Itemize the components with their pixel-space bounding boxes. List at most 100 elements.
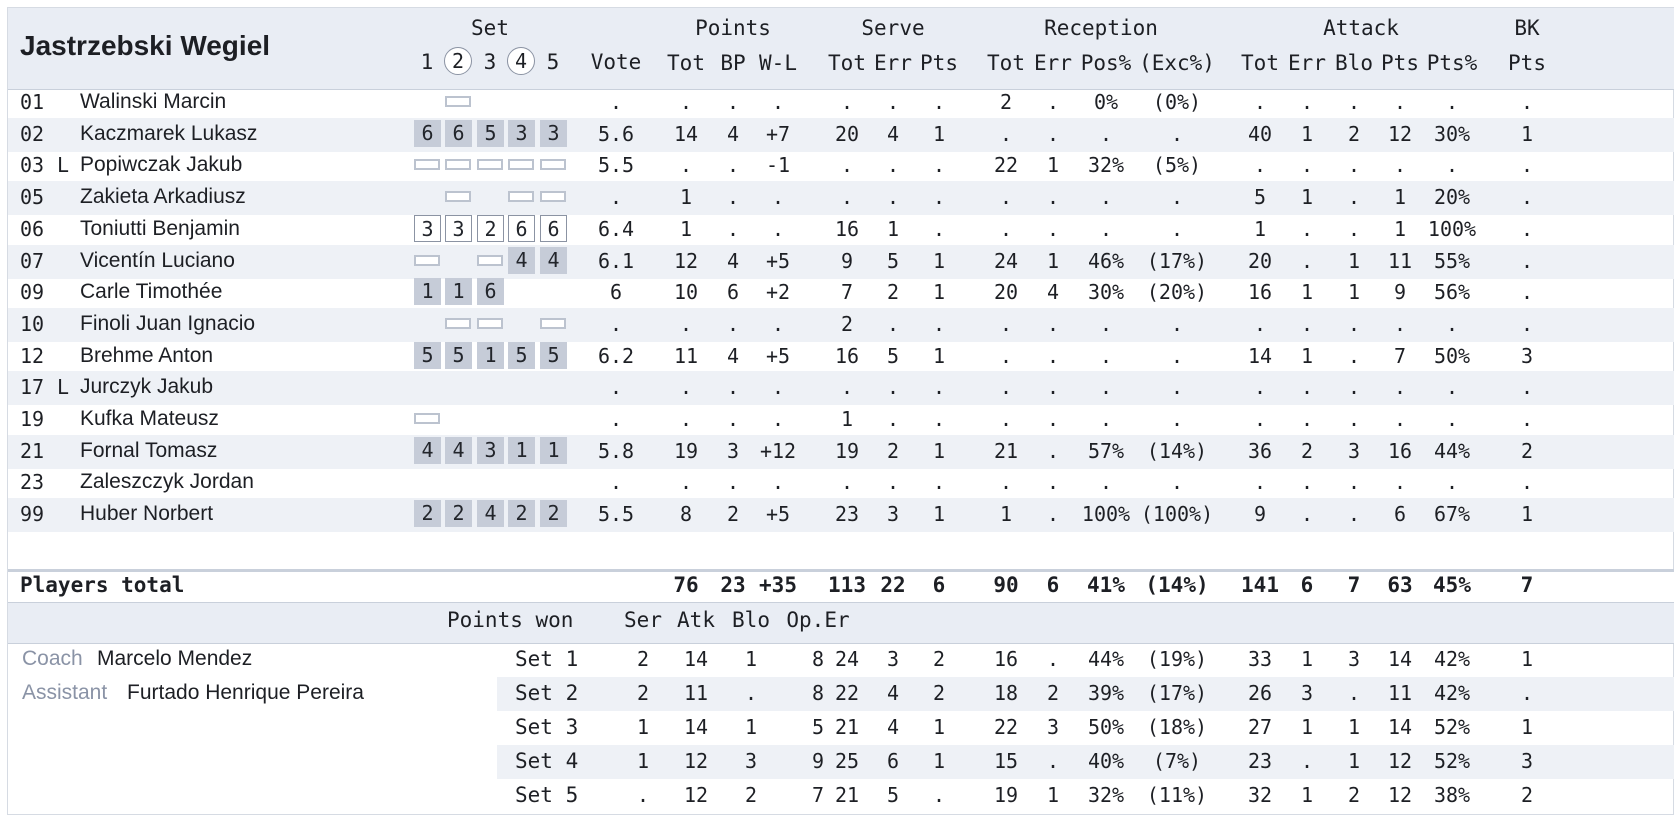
set-rotation-box: 3 <box>540 120 567 147</box>
stat-cell: 20% <box>1433 185 1471 209</box>
stat-cell: . <box>1170 122 1184 146</box>
column-header: Err <box>874 51 912 75</box>
points-won-cell: 2 <box>636 681 650 705</box>
row-stripe <box>8 498 1674 532</box>
stat-cell: 1 <box>932 249 946 273</box>
stat-cell: 100% <box>1081 502 1131 526</box>
bench-indicator <box>477 255 503 266</box>
stat-cell: . <box>726 312 740 336</box>
stat-cell: . <box>679 90 693 114</box>
stat-cell: 30% <box>1433 122 1471 146</box>
column-header: W-L <box>759 51 797 75</box>
row-stripe <box>8 308 1674 342</box>
set-stat-cell: 1 <box>1300 647 1314 671</box>
totals-cell: 7 <box>1347 573 1361 597</box>
stat-cell: . <box>1520 280 1534 304</box>
set-stat-cell: 26 <box>1247 681 1273 705</box>
stat-cell: (20%) <box>1146 280 1208 304</box>
points-won-cell: 12 <box>683 783 709 807</box>
bench-indicator <box>540 191 566 202</box>
stat-cell: 16 <box>1387 439 1413 463</box>
points-won-cell: 14 <box>683 715 709 739</box>
player-number: 05 <box>20 185 45 209</box>
set-stat-cell: (19%) <box>1146 647 1208 671</box>
set-stat-cell: 1 <box>1347 749 1361 773</box>
set-stat-cell: . <box>1300 749 1314 773</box>
set-stat-cell: 1 <box>1520 715 1534 739</box>
stat-cell: . <box>1300 249 1314 273</box>
stat-cell: . <box>932 470 946 494</box>
stat-cell: . <box>1170 312 1184 336</box>
stat-cell: . <box>1046 90 1060 114</box>
stat-cell: . <box>999 122 1013 146</box>
stat-cell: . <box>932 217 946 241</box>
stat-cell: 36 <box>1247 439 1273 463</box>
set-rotation-box: 5 <box>477 120 504 147</box>
stat-cell: 20 <box>1247 249 1273 273</box>
set-stat-cell: 3 <box>886 647 900 671</box>
set-stat-cell: 32 <box>1247 783 1273 807</box>
set-row-stripe <box>497 745 1674 779</box>
stat-cell: 22 <box>993 153 1019 177</box>
points-won-cell: 11 <box>683 681 709 705</box>
points-won-cell: 2 <box>744 783 758 807</box>
stat-cell: +2 <box>765 280 791 304</box>
stat-cell: 67% <box>1433 502 1471 526</box>
set-rotation-box: 1 <box>508 437 535 464</box>
set-rotation-box: 1 <box>477 342 504 369</box>
stat-cell: . <box>1393 470 1407 494</box>
stat-cell: . <box>1347 470 1361 494</box>
set-stat-cell: 14 <box>1387 647 1413 671</box>
stat-cell: 24 <box>993 249 1019 273</box>
stat-cell: +12 <box>759 439 797 463</box>
stat-cell: 1 <box>1520 502 1534 526</box>
points-won-band <box>8 602 1674 644</box>
points-won-header: Atk <box>677 608 715 632</box>
stat-cell: 1 <box>840 407 854 431</box>
stat-cell: . <box>771 312 785 336</box>
group-header-attack: Attack <box>1323 16 1399 40</box>
points-won-cell: 14 <box>683 647 709 671</box>
set-stat-cell: 21 <box>834 783 860 807</box>
player-number: 99 <box>20 502 45 526</box>
stat-cell: . <box>1300 502 1314 526</box>
set-stat-cell: (11%) <box>1146 783 1208 807</box>
set-stat-cell: 50% <box>1087 715 1125 739</box>
stat-cell: . <box>1170 375 1184 399</box>
stat-cell: . <box>1520 375 1534 399</box>
stat-cell: . <box>1393 375 1407 399</box>
stat-cell: 16 <box>834 344 860 368</box>
stat-cell: 1 <box>679 185 693 209</box>
set-stat-cell: 3 <box>1520 749 1534 773</box>
set-stat-cell: 52% <box>1433 749 1471 773</box>
stat-cell: 6.1 <box>597 249 635 273</box>
row-stripe <box>8 435 1674 469</box>
coach-label: Coach <box>22 647 83 670</box>
stat-cell: 11 <box>673 344 699 368</box>
set-stat-cell: 42% <box>1433 647 1471 671</box>
stat-cell: 3 <box>1520 344 1534 368</box>
stat-cell: . <box>1253 470 1267 494</box>
stat-cell: . <box>932 185 946 209</box>
stat-cell: . <box>1046 407 1060 431</box>
player-number: 10 <box>20 312 45 336</box>
set-stat-cell: 4 <box>886 715 900 739</box>
stat-cell: 20 <box>834 122 860 146</box>
stat-cell: . <box>771 375 785 399</box>
bench-indicator <box>477 318 503 329</box>
column-header: BP <box>720 51 746 75</box>
set-stat-cell: 2 <box>1347 783 1361 807</box>
set-stat-cell: 42% <box>1433 681 1471 705</box>
stat-cell: 7 <box>840 280 854 304</box>
set-stat-cell: 27 <box>1247 715 1273 739</box>
stat-cell: . <box>1046 312 1060 336</box>
set-rotation-box: 4 <box>540 247 567 274</box>
stat-cell: 8 <box>679 502 693 526</box>
totals-cell: 6 <box>1046 573 1060 597</box>
set-rotation-box: 6 <box>445 120 472 147</box>
stat-cell: . <box>932 375 946 399</box>
set-stat-cell: 2 <box>1520 783 1534 807</box>
points-won-cell: 1 <box>636 749 650 773</box>
set-rotation-box: 5 <box>540 342 567 369</box>
stat-cell: 0% <box>1093 90 1119 114</box>
